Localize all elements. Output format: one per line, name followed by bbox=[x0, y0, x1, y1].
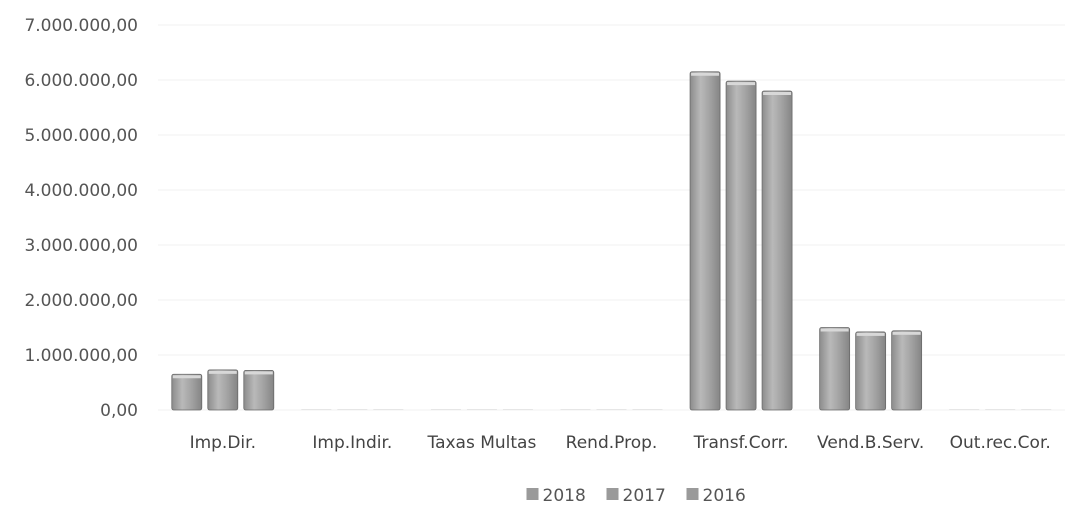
bar bbox=[632, 409, 663, 410]
bar bbox=[301, 409, 332, 410]
y-tick-label: 5.000.000,00 bbox=[24, 126, 138, 146]
y-tick-label: 1.000.000,00 bbox=[24, 346, 138, 366]
bar-top-highlight bbox=[691, 72, 720, 76]
bar-top-highlight bbox=[727, 82, 756, 86]
bar bbox=[761, 90, 793, 411]
bar-top-highlight bbox=[763, 92, 792, 95]
bar-top-highlight bbox=[244, 371, 273, 375]
bar-top-highlight bbox=[208, 370, 237, 374]
bars bbox=[171, 71, 1052, 411]
legend-item: 2017 bbox=[606, 486, 666, 506]
bar bbox=[985, 409, 1016, 410]
bar bbox=[466, 409, 497, 410]
bar-top-highlight bbox=[892, 331, 921, 335]
bar bbox=[949, 409, 980, 410]
y-tick-label: 2.000.000,00 bbox=[24, 291, 138, 311]
y-tick-label: 6.000.000,00 bbox=[24, 71, 138, 91]
bar bbox=[560, 409, 591, 410]
x-category-label: Imp.Dir. bbox=[190, 433, 256, 453]
bar bbox=[207, 369, 239, 411]
bar bbox=[725, 80, 757, 411]
x-category-label: Out.rec.Cor. bbox=[950, 433, 1051, 453]
bar-top-highlight bbox=[172, 375, 201, 379]
bar bbox=[819, 327, 851, 411]
y-tick-label: 7.000.000,00 bbox=[24, 16, 138, 36]
legend-label: 2016 bbox=[703, 486, 746, 506]
x-axis-category-labels: Imp.Dir. Imp.Indir. Taxas Multas Rend.Prop.… bbox=[190, 433, 1051, 453]
legend: 2018 2017 2016 bbox=[526, 486, 746, 506]
legend-label: 2018 bbox=[543, 486, 586, 506]
bar bbox=[243, 369, 275, 411]
x-category-label: Transf.Corr. bbox=[693, 433, 789, 453]
y-tick-label: 0,00 bbox=[100, 401, 138, 421]
legend-marker bbox=[526, 488, 539, 500]
bar bbox=[596, 409, 627, 410]
bar bbox=[171, 373, 203, 411]
legend-item: 2018 bbox=[526, 486, 586, 506]
legend-marker bbox=[606, 488, 619, 500]
x-category-label: Rend.Prop. bbox=[566, 433, 658, 453]
y-axis-tick-labels: 0,00 1.000.000,00 2.000.000,00 3.000.000,00… bbox=[24, 16, 138, 421]
bar bbox=[891, 330, 923, 411]
x-category-label: Taxas Multas bbox=[427, 433, 537, 453]
bar-top-highlight bbox=[856, 332, 885, 336]
legend-marker bbox=[686, 488, 699, 500]
bar bbox=[430, 409, 461, 410]
y-tick-label: 3.000.000,00 bbox=[24, 236, 138, 256]
x-category-label: Imp.Indir. bbox=[312, 433, 392, 453]
gridlines bbox=[158, 24, 1065, 411]
bar bbox=[373, 409, 404, 410]
x-category-label: Vend.B.Serv. bbox=[817, 433, 924, 453]
bar bbox=[337, 409, 368, 410]
bar bbox=[689, 71, 721, 411]
legend-label: 2017 bbox=[623, 486, 666, 506]
bar bbox=[1021, 409, 1052, 410]
y-tick-label: 4.000.000,00 bbox=[24, 181, 138, 201]
bar-top-highlight bbox=[820, 328, 849, 332]
bar bbox=[502, 409, 533, 410]
bar bbox=[855, 331, 887, 411]
legend-item: 2016 bbox=[686, 486, 746, 506]
